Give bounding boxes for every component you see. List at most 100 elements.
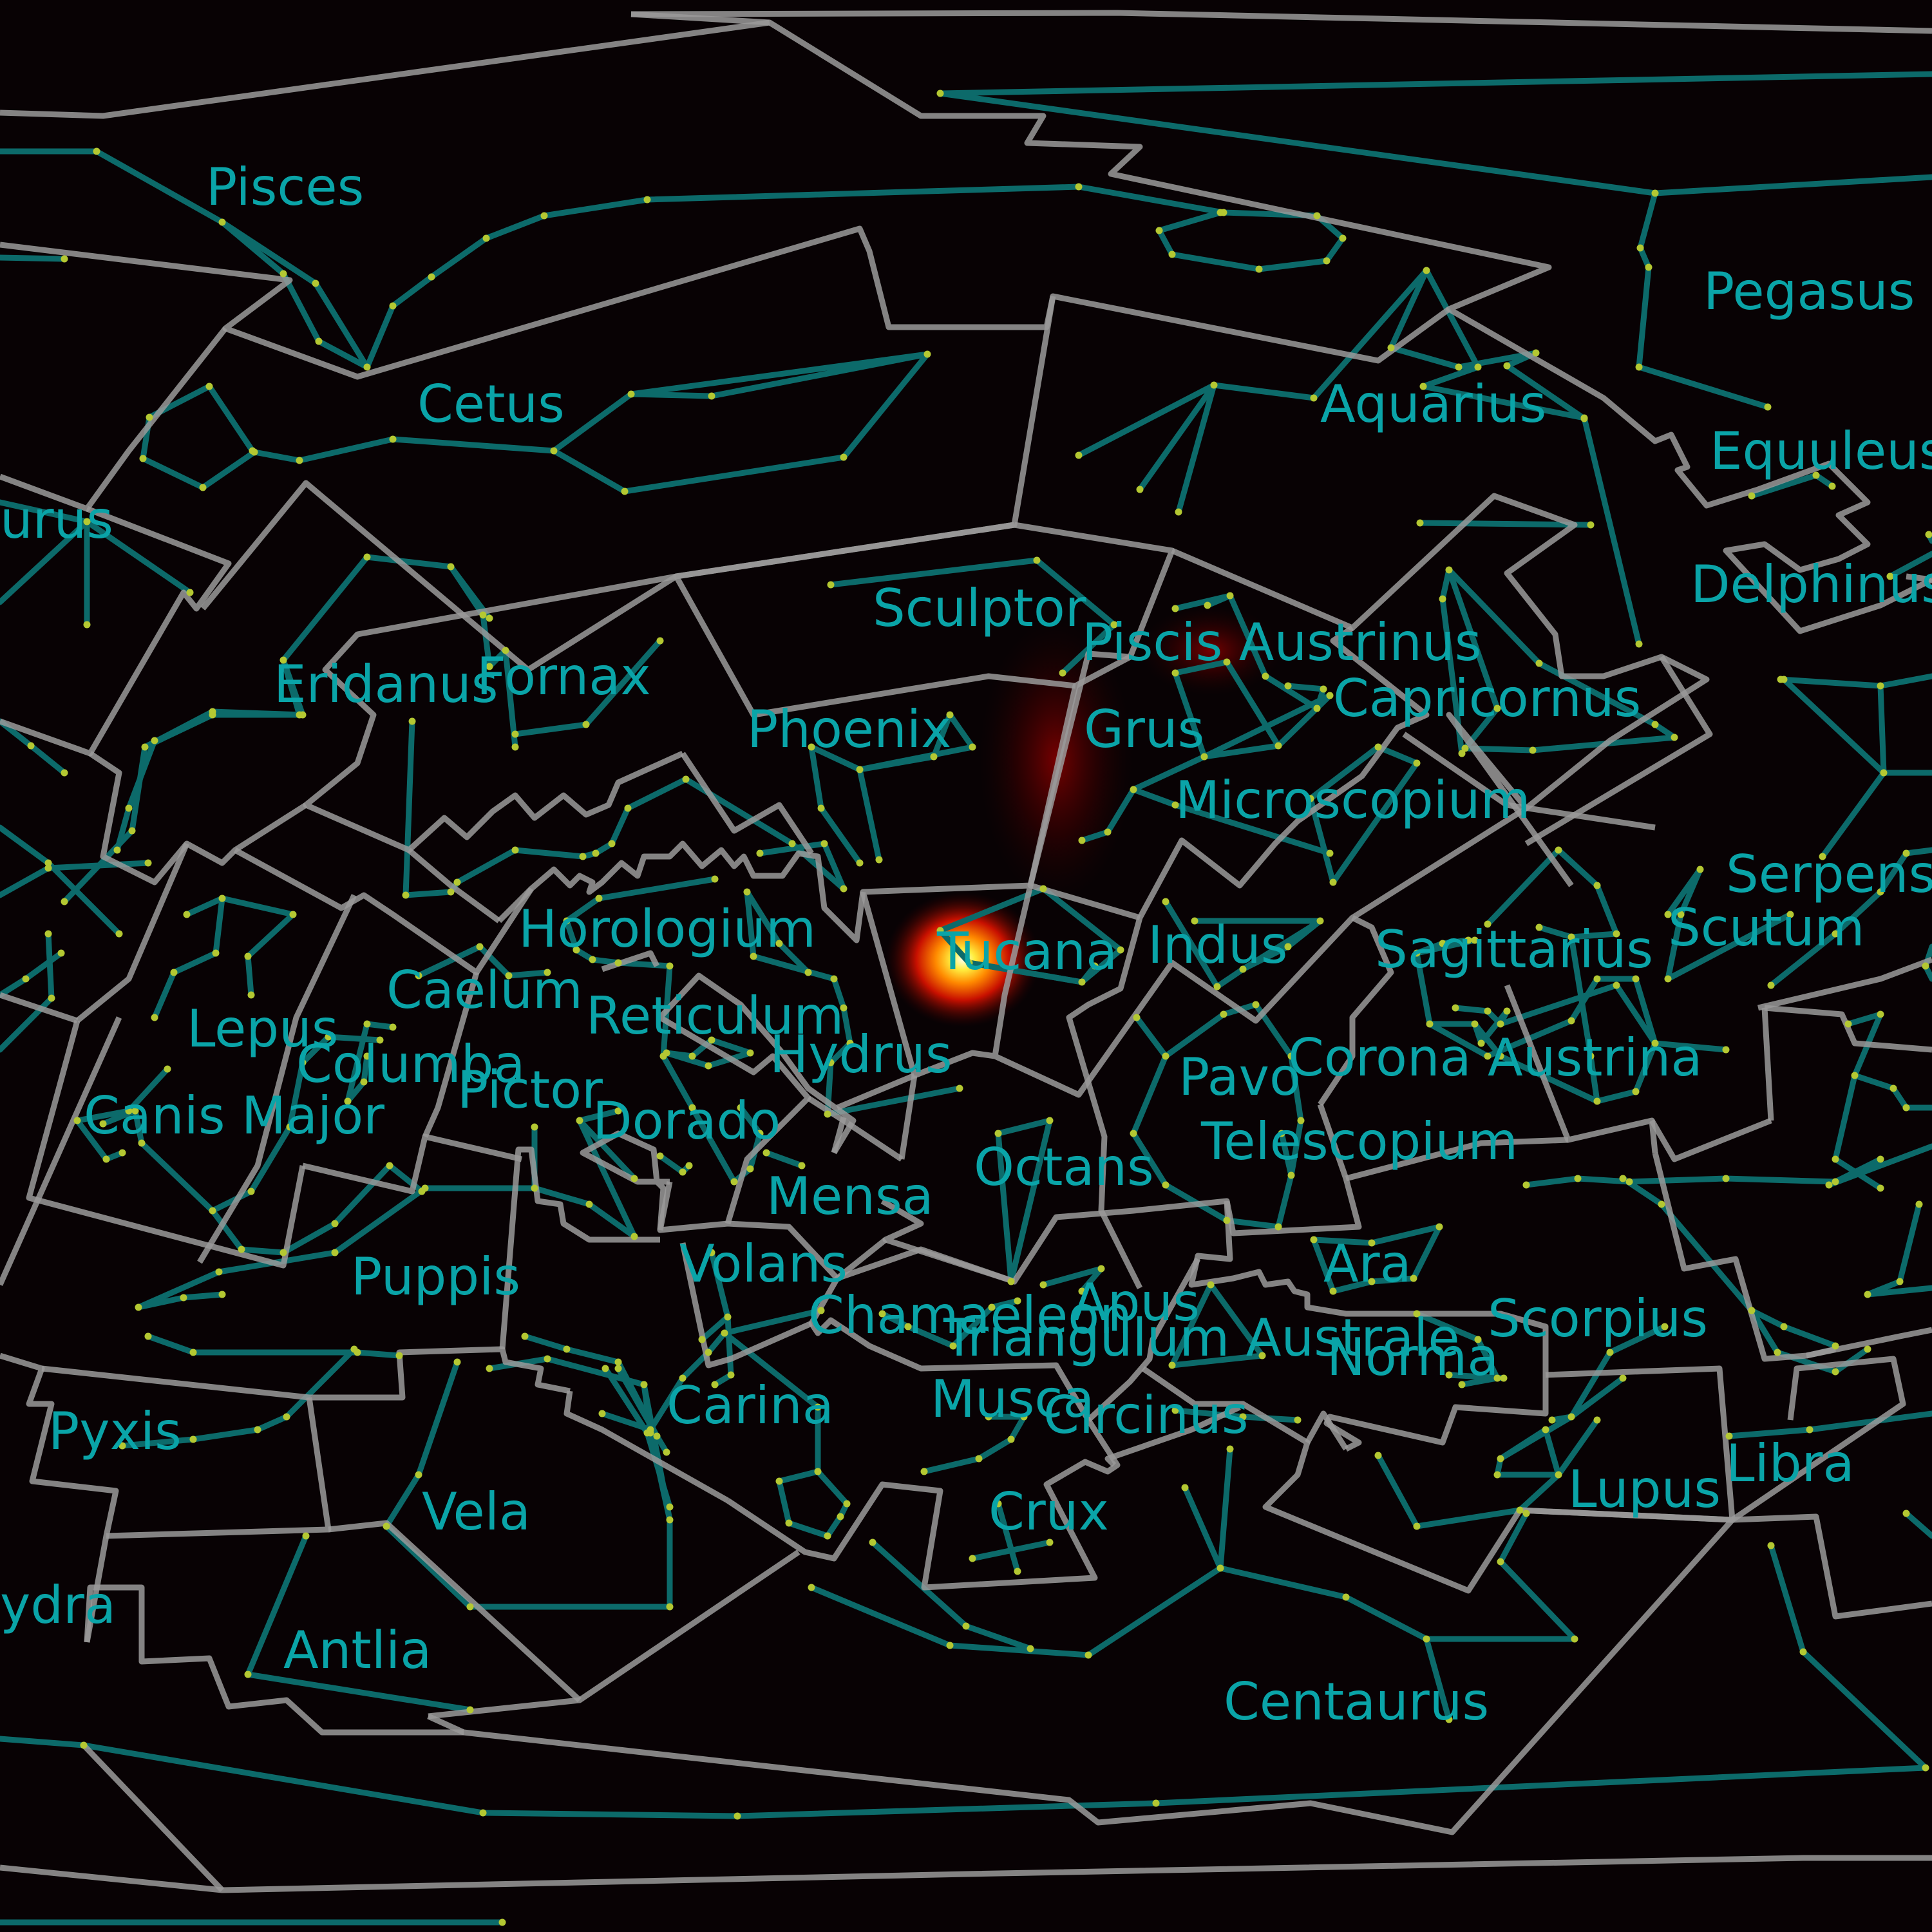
star-dot	[975, 1455, 983, 1463]
boundary-7	[200, 296, 1056, 673]
star-dot	[579, 853, 587, 860]
star-dot	[614, 1107, 622, 1115]
star-dot	[212, 949, 220, 957]
star-dot	[1416, 519, 1424, 527]
constellation-label-scutum: Scutum	[1668, 898, 1864, 958]
boundary-48	[831, 1116, 847, 1154]
boundary-56	[407, 848, 501, 923]
star-dot	[746, 1049, 754, 1057]
star-dot	[1636, 244, 1644, 252]
stick-aquarius-4	[1075, 382, 1217, 515]
star-dot	[756, 1130, 764, 1137]
boundary-59	[197, 894, 357, 1264]
stick-carina-3	[721, 1307, 824, 1336]
star-dot	[1786, 911, 1794, 918]
star-dot	[878, 1310, 886, 1318]
boundary-19	[1649, 1117, 1772, 1162]
star-dot	[1091, 962, 1099, 970]
constellation-label-lupus: Lupus	[1568, 1459, 1721, 1519]
star-dot	[1886, 573, 1894, 580]
star-dot	[827, 581, 835, 589]
star-dot	[209, 1207, 216, 1215]
star-dot	[1661, 1323, 1669, 1331]
constellation-label-urus: urus	[0, 490, 113, 550]
boundary-35	[1730, 1356, 1906, 1522]
star-dot	[118, 1442, 126, 1450]
constellation-label-norma: Norma	[1327, 1327, 1499, 1387]
star-dot	[238, 1245, 245, 1253]
constellation-lines	[0, 71, 1932, 1926]
constellation-label-scorpius: Scorpius	[1488, 1289, 1708, 1349]
star-dot	[1593, 975, 1601, 983]
star-dot	[1484, 920, 1492, 928]
star-dot	[1645, 263, 1653, 271]
star-markers	[22, 90, 1932, 1926]
star-dot	[350, 1345, 358, 1353]
star-dot	[830, 975, 838, 983]
boundary-12	[1402, 732, 1656, 831]
star-dot	[1877, 888, 1884, 896]
star-dot	[1877, 1184, 1884, 1192]
star-dot	[595, 895, 603, 902]
boundary-1	[630, 10, 1932, 34]
star-dot	[61, 769, 68, 777]
star-dot	[1664, 975, 1672, 983]
star-dot	[1497, 1052, 1504, 1060]
stick-delphinus	[1887, 551, 1932, 580]
star-dot	[1130, 786, 1137, 793]
star-dot	[453, 878, 461, 886]
stick-scorpius-5	[1826, 1143, 1932, 1188]
star-dot	[1819, 853, 1826, 860]
star-dot	[415, 972, 422, 980]
star-dot	[1204, 601, 1211, 609]
stick-sagittarius	[1484, 847, 1620, 940]
star-dot	[476, 943, 484, 951]
star-dot	[482, 234, 490, 242]
star-dot	[804, 969, 812, 976]
stick-centaurus-4	[1423, 1636, 1452, 1723]
star-dot	[1162, 1181, 1170, 1189]
boundary-24	[1345, 1137, 1569, 1182]
boundary-58	[75, 842, 190, 1023]
star-dot	[1007, 1435, 1015, 1443]
star-dot	[1748, 492, 1756, 500]
star-dot	[453, 1358, 461, 1366]
boundary-50	[898, 1075, 918, 1160]
star-dot	[1748, 1307, 1756, 1314]
star-dot	[589, 956, 596, 963]
star-dot	[817, 804, 825, 812]
constellation-label-tucana: Tucana	[936, 922, 1117, 981]
star-dot	[363, 1020, 371, 1028]
star-dot	[1255, 265, 1263, 273]
star-dot	[711, 875, 719, 883]
star-dot	[93, 147, 100, 155]
star-dot	[447, 563, 455, 571]
star-dot	[383, 1522, 390, 1530]
star-dot	[1497, 1455, 1504, 1463]
star-dot	[653, 1432, 661, 1440]
star-dot	[1880, 769, 1888, 777]
star-dot	[1896, 1278, 1904, 1285]
stick-aquarius-2	[1388, 267, 1587, 422]
star-dot	[1175, 508, 1182, 516]
star-dot	[1606, 1349, 1614, 1356]
star-dot	[1493, 1374, 1501, 1382]
star-dot	[1207, 1281, 1215, 1289]
boundary-57	[233, 848, 534, 976]
stick-pegasus-2	[1652, 174, 1932, 196]
star-dot	[1419, 383, 1427, 390]
stick-volans	[708, 1249, 734, 1388]
star-dot	[315, 337, 323, 345]
constellation-label-reticulum: Reticulum	[586, 986, 844, 1046]
boundary-17	[1504, 984, 1658, 1153]
constellation-label-lepus: Lepus	[187, 999, 339, 1059]
constellation-label-canis-major: Canis Major	[84, 1086, 384, 1146]
star-dot	[408, 717, 416, 725]
constellation-label-pictor: Pictor	[457, 1060, 603, 1120]
constellation-label-telescopium: Telescopium	[1200, 1112, 1518, 1171]
boundary-53	[303, 573, 684, 853]
star-dot	[1832, 1155, 1839, 1163]
star-dot	[1284, 682, 1292, 690]
star-dot	[113, 846, 121, 854]
star-dot	[656, 637, 664, 645]
